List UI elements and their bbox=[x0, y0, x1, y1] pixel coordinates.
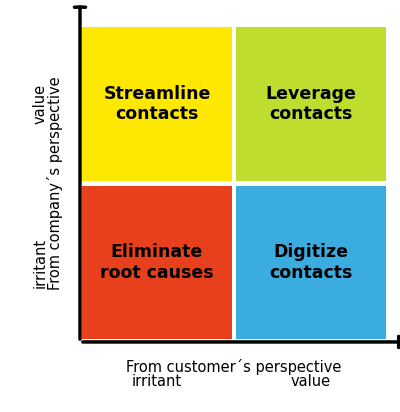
Text: Digitize
contacts: Digitize contacts bbox=[269, 243, 353, 282]
Bar bbox=[236, 27, 386, 181]
Text: From customer´s perspective: From customer´s perspective bbox=[126, 359, 342, 375]
Bar bbox=[82, 186, 232, 339]
Text: Eliminate
root causes: Eliminate root causes bbox=[100, 243, 214, 282]
Text: From company´s perspective: From company´s perspective bbox=[47, 77, 63, 290]
Text: irritant: irritant bbox=[132, 374, 182, 389]
Text: value: value bbox=[33, 84, 48, 124]
Text: value: value bbox=[291, 374, 331, 389]
Bar bbox=[82, 27, 232, 181]
Text: irritant: irritant bbox=[33, 238, 48, 288]
Text: Leverage
contacts: Leverage contacts bbox=[266, 84, 356, 124]
Bar bbox=[236, 186, 386, 339]
Text: Streamline
contacts: Streamline contacts bbox=[103, 84, 211, 124]
